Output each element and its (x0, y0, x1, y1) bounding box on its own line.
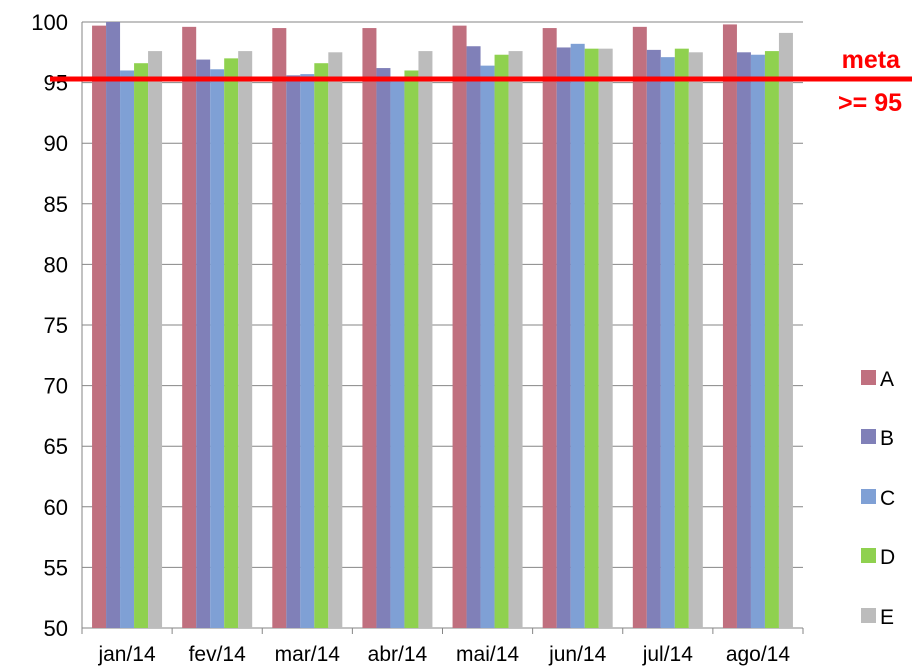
bar-e-mar-14 (328, 52, 343, 629)
bar-b-mai-14 (466, 46, 481, 629)
legend-swatch-b (861, 429, 876, 444)
bar-e-jul-14 (688, 52, 703, 629)
bar-a-abr-14 (362, 28, 377, 629)
x-tick-label-jul-14: jul/14 (642, 643, 694, 666)
bar-e-abr-14 (418, 51, 433, 628)
legend-label-c: C (880, 487, 895, 510)
bar-c-ago-14 (750, 54, 765, 628)
bar-d-mai-14 (494, 54, 509, 628)
y-tick-label-60: 60 (44, 495, 68, 520)
bar-d-jun-14 (584, 48, 599, 628)
bar-d-abr-14 (404, 70, 419, 629)
y-tick-label-75: 75 (44, 313, 68, 338)
y-tick-label-100: 100 (31, 10, 68, 35)
bar-d-jan-14 (134, 63, 149, 628)
y-tick-label-70: 70 (44, 374, 68, 399)
bar-c-jun-14 (570, 43, 585, 629)
bar-c-abr-14 (390, 76, 405, 629)
bar-b-mar-14 (286, 75, 301, 628)
bar-d-fev-14 (224, 58, 239, 629)
bar-a-ago-14 (722, 24, 737, 628)
bar-a-jun-14 (542, 28, 557, 629)
bar-b-ago-14 (736, 52, 751, 629)
y-tick-label-95: 95 (44, 71, 68, 96)
legend-label-e: E (880, 606, 894, 629)
y-tick-label-55: 55 (44, 555, 68, 580)
bar-e-ago-14 (778, 32, 793, 628)
meta-threshold-label: >= 95 (838, 89, 902, 117)
legend-swatch-a (861, 370, 876, 385)
legend-label-b: B (880, 427, 894, 450)
bar-a-fev-14 (182, 26, 197, 628)
bar-c-jul-14 (660, 57, 675, 628)
bar-a-jan-14 (92, 25, 107, 629)
y-tick-label-90: 90 (44, 131, 68, 156)
bar-e-fev-14 (238, 51, 253, 628)
legend-swatch-c (861, 489, 876, 504)
x-tick-label-mai-14: mai/14 (456, 643, 519, 666)
bar-b-jan-14 (106, 22, 121, 628)
bar-d-ago-14 (764, 51, 779, 628)
bar-c-jan-14 (120, 70, 135, 629)
bar-b-jul-14 (646, 49, 661, 629)
bar-e-jun-14 (598, 48, 613, 628)
bar-b-abr-14 (376, 68, 391, 628)
bar-c-mar-14 (300, 74, 315, 629)
bar-b-fev-14 (196, 59, 211, 628)
legend-swatch-d (861, 548, 876, 563)
bar-a-mar-14 (272, 28, 287, 629)
legend-label-d: D (880, 546, 895, 569)
y-tick-label-65: 65 (44, 434, 68, 459)
bar-c-fev-14 (210, 69, 225, 628)
y-tick-label-85: 85 (44, 192, 68, 217)
bar-d-jul-14 (674, 48, 689, 628)
x-tick-label-mar-14: mar/14 (275, 643, 341, 666)
x-tick-label-ago-14: ago/14 (726, 643, 791, 666)
bar-e-mai-14 (508, 51, 523, 628)
bar-c-mai-14 (480, 65, 495, 628)
y-tick-label-80: 80 (44, 252, 68, 277)
x-tick-label-jun-14: jun/14 (548, 643, 607, 666)
bar-e-jan-14 (148, 51, 163, 628)
y-tick-label-50: 50 (44, 616, 68, 641)
x-tick-label-abr-14: abr/14 (368, 643, 428, 666)
bar-a-jul-14 (632, 26, 647, 628)
legend-label-a: A (880, 368, 894, 391)
bar-b-jun-14 (556, 47, 571, 628)
legend-swatch-e (861, 608, 876, 623)
bar-a-mai-14 (452, 25, 467, 629)
x-tick-label-fev-14: fev/14 (189, 643, 247, 666)
meta-label: meta (842, 46, 901, 74)
bar-d-mar-14 (314, 63, 329, 628)
x-tick-label-jan-14: jan/14 (97, 643, 156, 666)
